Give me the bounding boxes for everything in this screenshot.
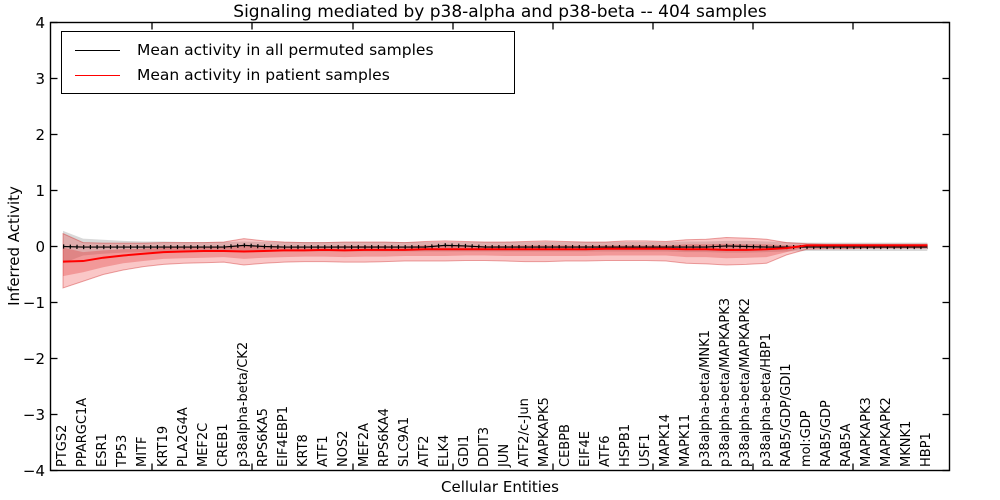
x-tick-label: MAPK11 (678, 413, 694, 467)
x-axis-label: Cellular Entities (441, 478, 559, 496)
x-tick-label: NOS2 (336, 430, 352, 467)
x-tick-label: ATF2 (416, 435, 432, 467)
legend-item: Mean activity in patient samples (62, 66, 514, 84)
x-tick-label: ATF1 (316, 435, 332, 467)
x-tick-label: CREB1 (215, 423, 231, 467)
y-tick-label: 2 (35, 125, 45, 144)
legend-item: Mean activity in all permuted samples (62, 41, 514, 59)
x-tick-label: PPARGC1A (75, 397, 91, 467)
patient-sample-range-inner-band (63, 243, 928, 277)
y-tick-label: −1 (22, 293, 45, 312)
x-tick-label: MITF (135, 436, 151, 467)
x-tick-label: MEF2A (356, 422, 372, 467)
x-tick-label: EIF4E (577, 430, 593, 467)
x-tick-label: RPS6KA4 (376, 408, 392, 467)
y-tick-label: 4 (35, 13, 45, 32)
x-tick-label: RAB5/GDP (818, 400, 834, 467)
x-tick-label: CEBPB (557, 424, 573, 467)
x-tick-label: p38alpha-beta/CK2 (235, 341, 251, 467)
x-tick-label: TP53 (115, 434, 131, 467)
y-tick-label: −4 (22, 461, 45, 480)
x-tick-label: HBP1 (919, 432, 935, 467)
x-tick-label: JUN (497, 443, 513, 467)
legend: Mean activity in all permuted samples Mea… (61, 31, 515, 94)
x-tick-label: MAPKAPK5 (537, 397, 553, 467)
x-tick-label: MAPK14 (658, 413, 673, 467)
x-tick-label: KRT8 (296, 434, 312, 467)
y-tick-label: −3 (22, 405, 45, 424)
permuted-mean-line (62, 244, 928, 248)
x-tick-label: EIF4EBP1 (276, 405, 292, 467)
x-tick-label: GDI1 (457, 434, 472, 467)
x-tick-label: p38alpha-beta/MAPKAPK2 (738, 298, 754, 467)
x-tick-label: p38alpha-beta/MNK1 (698, 330, 714, 467)
x-tick-label: MAPKAPK3 (859, 397, 874, 467)
x-tick-label: HSPB1 (617, 423, 633, 467)
legend-line-swatch (75, 74, 120, 76)
x-tick-label: RAB5A (838, 423, 854, 467)
y-tick-label: −2 (22, 349, 45, 368)
x-tick-label: ELK4 (436, 434, 452, 467)
x-tick-label: RPS6KA5 (256, 408, 271, 467)
x-tick-label: PLA2G4A (175, 407, 191, 467)
y-tick-label: 1 (35, 181, 45, 200)
patient-sample-range-outer-band (62, 232, 928, 289)
x-tick-label: KRT19 (155, 425, 171, 467)
x-tick-label: ESR1 (95, 433, 111, 467)
x-tick-label: PTGS2 (55, 424, 70, 467)
x-tick-label: p38alpha-beta/MAPKAPK3 (718, 298, 734, 467)
x-tick-label: MKNK1 (899, 420, 915, 467)
x-tick-label: MEF2C (195, 422, 211, 467)
legend-label: Mean activity in patient samples (137, 66, 390, 84)
x-tick-label: DDIT3 (477, 426, 493, 467)
x-tick-label: SLC9A1 (396, 416, 412, 467)
x-tick-label: ATF2/c-Jun (517, 398, 533, 467)
patient-mean-line (62, 244, 928, 263)
legend-label: Mean activity in all permuted samples (137, 41, 434, 59)
x-tick-label: USF1 (637, 433, 653, 467)
x-tick-label: RAB5/GDP/GDI1 (778, 363, 794, 467)
legend-line-swatch (75, 49, 120, 51)
x-tick-label: ATF6 (597, 435, 613, 467)
x-tick-label: MAPKAPK2 (879, 397, 895, 467)
y-tick-label: 0 (35, 237, 45, 256)
chart-title: Signaling mediated by p38-alpha and p38-… (233, 2, 767, 22)
y-tick-label: 3 (35, 69, 45, 88)
x-tick-label: p38alpha-beta/HBP1 (758, 332, 774, 467)
x-tick-label: mol:GDP (798, 410, 814, 467)
